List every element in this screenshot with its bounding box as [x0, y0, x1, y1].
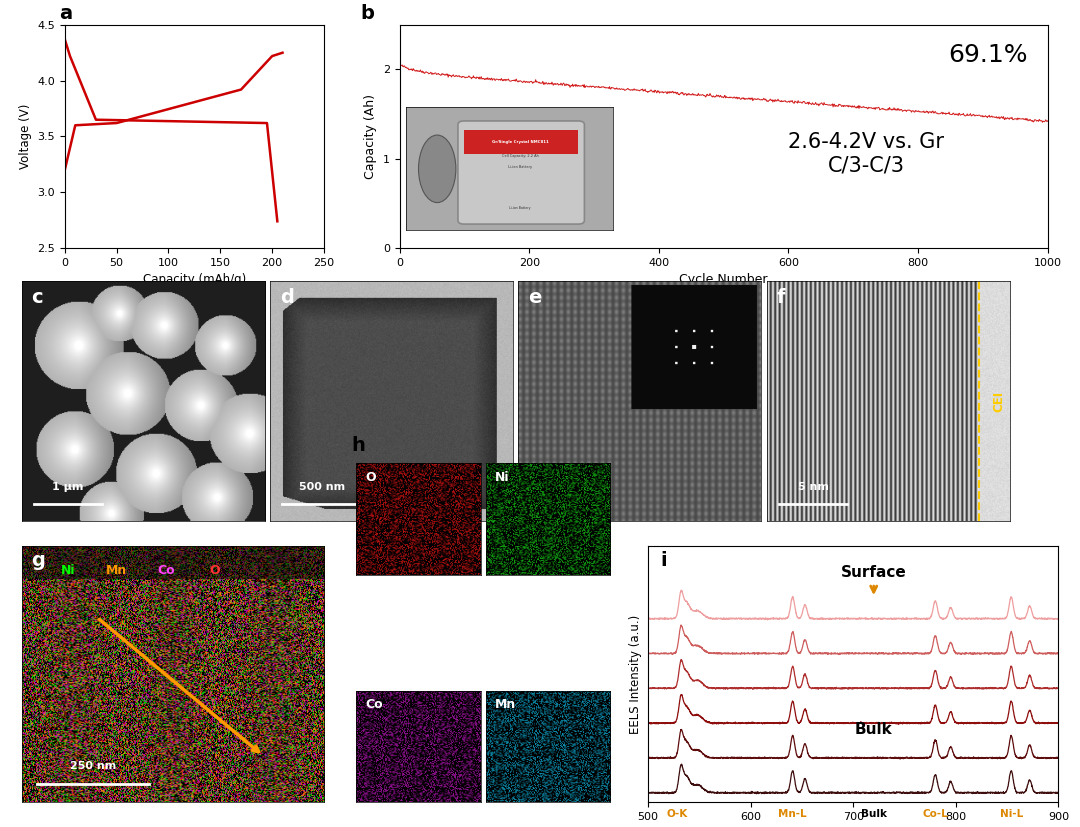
Text: Mn: Mn	[106, 564, 127, 576]
Text: 2.6-4.2V vs. Gr
C/3-C/3: 2.6-4.2V vs. Gr C/3-C/3	[788, 132, 944, 175]
Text: Ni: Ni	[495, 471, 509, 484]
Text: CEI: CEI	[993, 390, 1005, 412]
Text: Ni: Ni	[60, 564, 76, 576]
Text: 2 nm: 2 nm	[543, 482, 573, 492]
Text: Ni-L: Ni-L	[1000, 809, 1023, 819]
Text: 1 μm: 1 μm	[52, 482, 83, 492]
Text: 5 nm: 5 nm	[797, 482, 828, 492]
X-axis label: Capacity (mAh/g): Capacity (mAh/g)	[143, 274, 246, 286]
Text: e: e	[528, 289, 541, 308]
Text: O: O	[210, 564, 219, 576]
Text: a: a	[59, 3, 72, 22]
Text: h: h	[351, 436, 365, 455]
Text: O-K: O-K	[666, 809, 687, 819]
Text: 500 nm: 500 nm	[299, 482, 346, 492]
Text: i: i	[660, 551, 667, 570]
Text: f: f	[777, 289, 785, 308]
Text: Mn-L: Mn-L	[779, 809, 807, 819]
Text: Co-L: Co-L	[922, 809, 948, 819]
Text: 69.1%: 69.1%	[948, 43, 1028, 67]
Text: c: c	[31, 289, 43, 308]
Text: Co: Co	[158, 564, 175, 576]
Text: Surface: Surface	[841, 566, 906, 592]
Text: Bulk: Bulk	[855, 722, 892, 737]
Y-axis label: EELS Intensity (a.u.): EELS Intensity (a.u.)	[630, 614, 643, 734]
Text: g: g	[30, 551, 44, 570]
Text: d: d	[280, 289, 294, 308]
Text: O: O	[365, 471, 376, 484]
Y-axis label: Capacity (Ah): Capacity (Ah)	[364, 94, 377, 179]
Text: 250 nm: 250 nm	[69, 762, 116, 772]
Text: Co: Co	[365, 698, 382, 711]
Y-axis label: Voltage (V): Voltage (V)	[18, 103, 31, 170]
Text: b: b	[361, 3, 375, 22]
Text: Mn: Mn	[495, 698, 516, 711]
X-axis label: Cycle Number: Cycle Number	[679, 274, 768, 286]
Text: Bulk: Bulk	[861, 809, 887, 819]
